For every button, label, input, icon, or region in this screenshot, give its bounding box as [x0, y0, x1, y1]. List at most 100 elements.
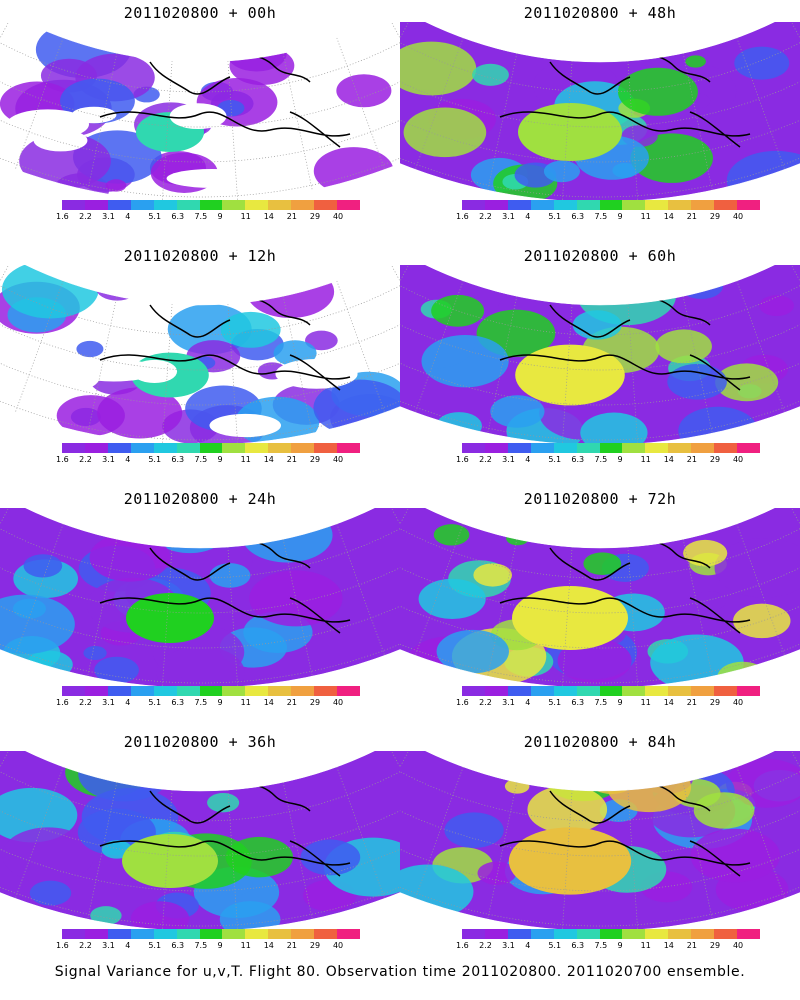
meridian-line: [161, 304, 173, 443]
parallel-line: [0, 307, 400, 371]
field-blob: [580, 412, 648, 443]
colorbar-swatch: [622, 443, 646, 453]
colorbar-tick-label: 2.2: [79, 212, 92, 221]
colorbar-swatch: [153, 929, 177, 939]
meridian-line: [161, 61, 173, 200]
meridian-line: [736, 766, 786, 899]
field-blob: [103, 522, 129, 539]
colorbar-tick-label: 11: [240, 941, 251, 950]
field-blob: [504, 778, 530, 794]
colorbar-tick-label: 9: [217, 941, 223, 950]
colorbar-swatch: [176, 929, 200, 939]
colorbar-swatch: [645, 686, 669, 696]
polar-map: [0, 751, 400, 929]
field-blob: [683, 539, 728, 567]
colorbar-tick-label: 40: [332, 941, 344, 950]
field-blob: [156, 646, 245, 686]
colorbar-swatch: [268, 200, 292, 210]
colorbar-tick-label: 29: [309, 455, 321, 464]
colorbar-tick-label: 40: [732, 941, 744, 950]
colorbar-swatch: [199, 686, 223, 696]
field-blob: [477, 861, 517, 885]
field-blob: [726, 758, 800, 808]
colorbar-tick-label: 6.3: [571, 212, 585, 221]
colorbar-tick-label: 29: [309, 941, 321, 950]
colorbar-swatch: [107, 200, 131, 210]
meridian-line: [282, 539, 313, 677]
meridian-line: [682, 53, 713, 191]
colorbar-swatch: [507, 929, 531, 939]
colorbar-swatch: [84, 200, 108, 210]
panel-title: 2011020800 + 00h: [123, 4, 277, 22]
colorbar-swatch: [84, 686, 108, 696]
field-blob: [607, 761, 692, 813]
parallel-line: [0, 763, 400, 822]
field-blob: [403, 107, 487, 158]
colorbar-tick-label: 9: [617, 212, 623, 221]
field-void: [71, 106, 117, 124]
parallel-line: [0, 793, 400, 857]
field-blob: [685, 55, 706, 68]
colorbar-tick-label: 2.2: [479, 941, 492, 950]
parallel-line: [400, 337, 800, 406]
meridian-line: [14, 523, 64, 656]
field-blob: [679, 272, 724, 300]
colorbar-swatch: [337, 200, 360, 210]
meridian-line: [627, 790, 639, 929]
colorbar-tick-label: 21: [686, 455, 697, 464]
colorbar-labels: 1.6 2.2 3.1 4 5.1 6.3 7.5 9 11 14 21 29 40: [56, 455, 356, 467]
field-blob: [506, 531, 529, 546]
colorbar-swatch: [599, 929, 623, 939]
colorbar-swatch: [107, 443, 131, 453]
field-void: [33, 129, 88, 152]
polar-map: [0, 508, 400, 686]
field-blob: [734, 46, 790, 80]
colorbar-swatch: [484, 443, 508, 453]
colorbar-swatch: [107, 686, 131, 696]
colorbar-swatch: [507, 200, 531, 210]
coastline: [99, 775, 351, 877]
meridian-line: [282, 782, 313, 920]
colorbar: [62, 443, 360, 453]
colorbar-swatch: [668, 200, 692, 210]
colorbar-swatch: [622, 686, 646, 696]
colorbar-swatch: [576, 200, 600, 210]
colorbar-swatch: [337, 929, 360, 939]
field-blob: [241, 508, 333, 563]
colorbar-tick-label: 3.1: [102, 698, 115, 707]
colorbar-swatch: [737, 200, 760, 210]
meridian-line: [87, 296, 118, 434]
field-blob: [421, 334, 509, 388]
colorbar-tick-label: 1.6: [456, 455, 469, 464]
colorbar: [462, 929, 760, 939]
colorbar-tick-label: 5.1: [148, 941, 162, 950]
field-blob: [693, 591, 726, 611]
colorbar-tick-label: 11: [640, 212, 651, 221]
colorbar-tick-label: 7.5: [594, 455, 608, 464]
map-panel: 2011020800 + 00h 1.6 2.2 3.1 4 5.1 6.3 7.5 9 11 14…: [0, 0, 400, 240]
parallel-line: [0, 94, 400, 163]
coastline: [499, 775, 751, 877]
map-panel: 2011020800 + 84h 1.6 2.2 3.1 4 5.1 6.3 7.5 9 11 14…: [400, 729, 800, 969]
colorbar-swatch: [645, 200, 669, 210]
panel-title: 2011020800 + 60h: [523, 247, 677, 265]
colorbar-swatch: [268, 443, 292, 453]
field-maximum: [126, 593, 214, 643]
field-blob: [759, 295, 794, 317]
field-blob: [433, 524, 470, 546]
colorbar-tick-label: 14: [663, 941, 674, 950]
colorbar-tick-label: 14: [263, 455, 274, 464]
colorbar-swatch: [153, 200, 177, 210]
field-void: [21, 369, 80, 390]
coastline: [99, 289, 351, 391]
field-blob: [209, 563, 251, 588]
field-blob: [583, 552, 622, 576]
colorbar-tick-label: 2.2: [79, 698, 92, 707]
colorbar-swatch: [553, 686, 577, 696]
parallel-line: [400, 307, 800, 371]
field-void: [169, 103, 227, 130]
field-blob: [29, 880, 72, 906]
colorbar-swatch: [245, 929, 269, 939]
colorbar-tick-label: 4: [125, 941, 131, 950]
colorbar-swatch: [84, 443, 108, 453]
